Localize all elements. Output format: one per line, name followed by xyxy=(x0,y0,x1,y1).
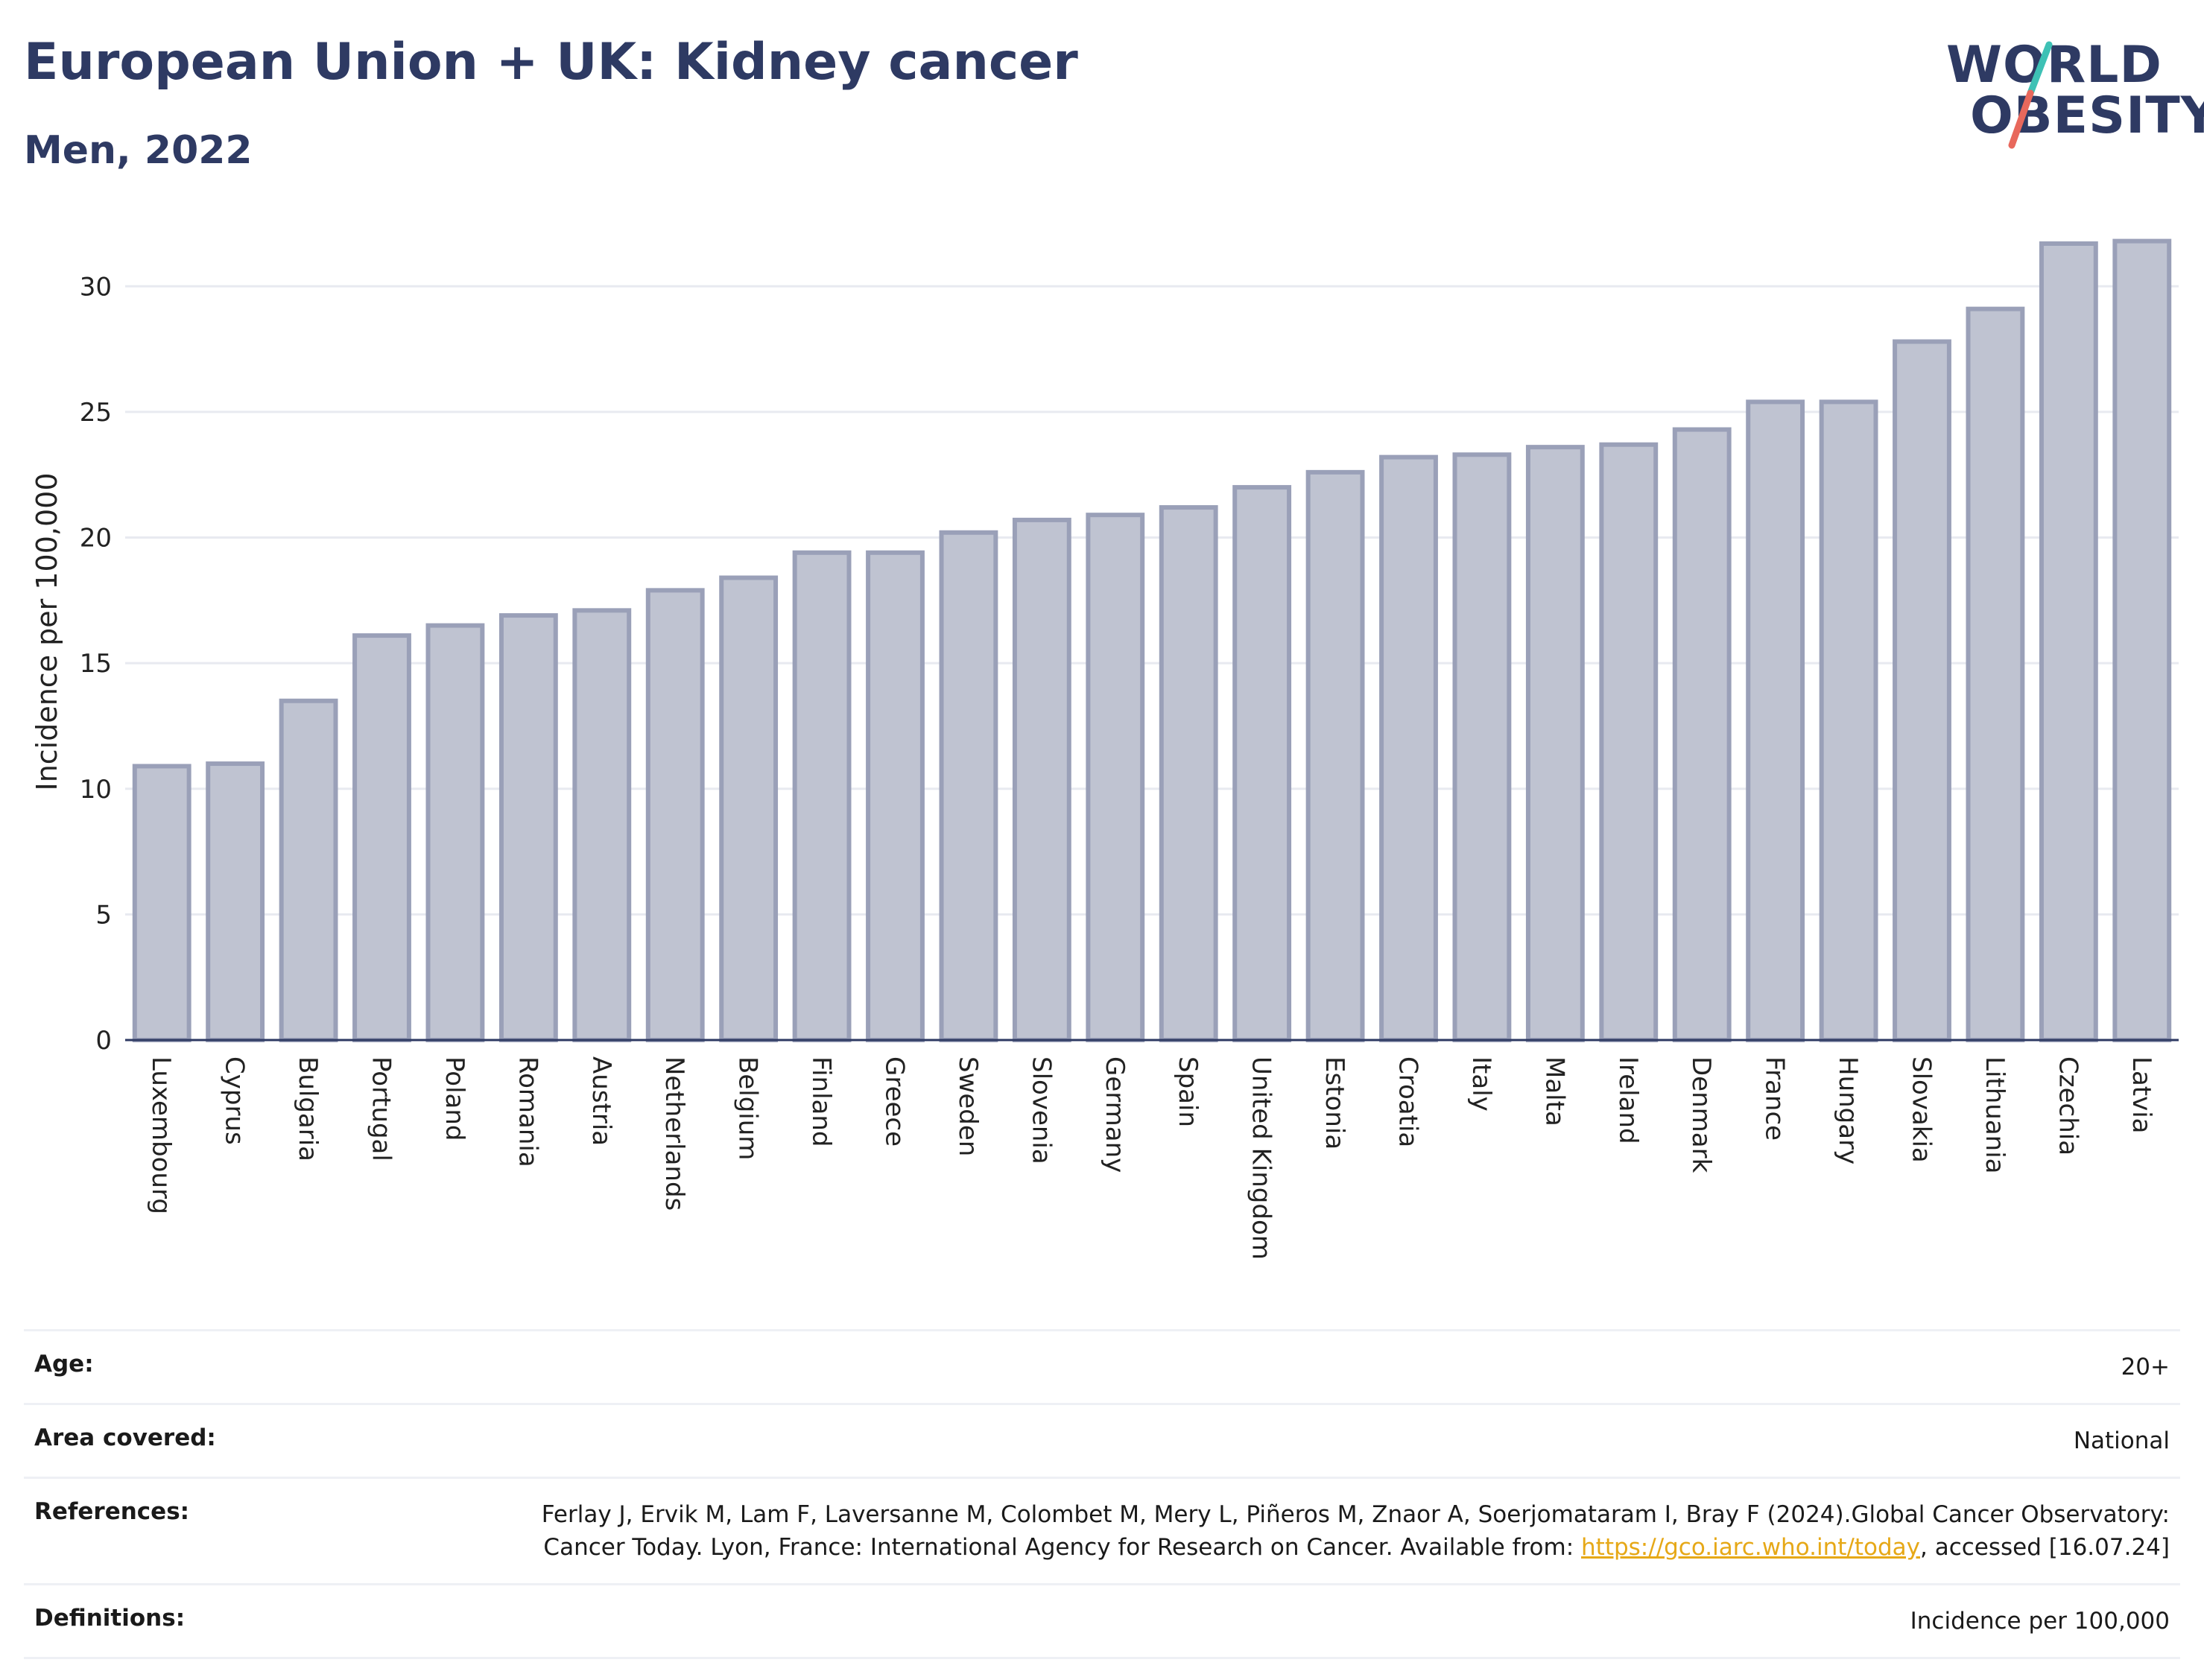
references-link[interactable]: https://gco.iarc.who.int/today xyxy=(1581,1534,1920,1561)
bar xyxy=(1966,306,2025,1042)
bar xyxy=(498,613,558,1042)
bar xyxy=(2112,238,2172,1042)
definitions-label: Definitions: xyxy=(34,1605,186,1632)
x-tick-label: Portugal xyxy=(367,1056,396,1161)
bar xyxy=(1452,452,1512,1042)
x-tick-label: Luxembourg xyxy=(146,1056,176,1214)
definitions-value: Incidence per 100,000 xyxy=(1910,1608,2170,1635)
x-tick-label: Sweden xyxy=(953,1056,983,1156)
x-tick-label: Spain xyxy=(1173,1056,1203,1127)
bar xyxy=(1599,442,1659,1042)
logo-line-1: WORLD xyxy=(1946,36,2162,95)
age-label: Age: xyxy=(34,1351,94,1378)
references-label: References: xyxy=(34,1498,190,1525)
bar xyxy=(1672,427,1732,1042)
references-text-1: Ferlay J, Ervik M, Lam F, Laversanne M, … xyxy=(541,1501,2170,1561)
chart-subtitle: Men, 2022 xyxy=(24,128,253,173)
bar xyxy=(1086,513,1145,1042)
bar xyxy=(719,575,779,1042)
bar xyxy=(206,761,265,1042)
y-axis-label: Incidence per 100,000 xyxy=(31,472,63,790)
x-tick-label: Germany xyxy=(1100,1056,1130,1173)
bar-chart: 0 5 10 15 20 25 30 Incidence per 100,000 Luxembo… xyxy=(31,238,2179,1260)
x-tick-label: Ireland xyxy=(1613,1056,1643,1144)
world-obesity-logo: WORLD OBESITY xyxy=(1937,22,2204,156)
x-tick-label: Latvia xyxy=(2127,1056,2156,1134)
logo-slash-icon xyxy=(2008,41,2053,149)
x-tick-label: Austria xyxy=(586,1056,616,1146)
bar xyxy=(1159,505,1218,1042)
area-label: Area covered: xyxy=(34,1424,216,1451)
bar xyxy=(1893,339,1951,1042)
bar xyxy=(1305,469,1365,1042)
bar xyxy=(1819,399,1878,1042)
x-tick-label: Netherlands xyxy=(659,1056,689,1211)
y-tick-label: 5 xyxy=(95,900,112,930)
x-tick-label: France xyxy=(1760,1056,1790,1141)
references-value: Ferlay J, Ervik M, Lam F, Laversanne M, … xyxy=(471,1498,2170,1564)
x-tick-label: Cyprus xyxy=(220,1056,250,1145)
bar xyxy=(866,550,925,1042)
x-tick-label: Denmark xyxy=(1686,1056,1716,1173)
meta-row-age: Age: 20+ xyxy=(24,1331,2180,1405)
y-tick-label: 25 xyxy=(80,398,112,428)
x-tick-label: Slovakia xyxy=(1907,1056,1937,1163)
bar xyxy=(645,588,705,1042)
bar xyxy=(939,530,998,1042)
bar xyxy=(572,608,632,1042)
bar xyxy=(1232,485,1292,1042)
bar xyxy=(2039,241,2098,1042)
area-value: National xyxy=(2073,1427,2170,1454)
age-value: 20+ xyxy=(2121,1354,2170,1381)
logo-line-2: OBESITY xyxy=(1970,86,2204,145)
meta-row-area: Area covered: National xyxy=(24,1405,2180,1479)
x-tick-label: United Kingdom xyxy=(1247,1056,1276,1260)
bar xyxy=(1746,399,1805,1042)
bar xyxy=(1012,517,1071,1042)
x-tick-label: Romania xyxy=(513,1056,542,1167)
x-tick-label: Slovenia xyxy=(1026,1056,1056,1164)
y-tick-label: 30 xyxy=(80,272,112,302)
chart-title: European Union + UK: Kidney cancer xyxy=(24,33,1078,92)
x-tick-label: Finland xyxy=(806,1056,836,1147)
y-tick-label: 15 xyxy=(80,649,112,679)
x-tick-label: Malta xyxy=(1539,1056,1569,1126)
x-tick-label: Estonia xyxy=(1320,1056,1349,1150)
x-tick-label: Bulgaria xyxy=(293,1056,323,1161)
meta-row-definitions: Definitions: Incidence per 100,000 xyxy=(24,1585,2180,1659)
bar xyxy=(132,764,191,1042)
meta-row-references: References: Ferlay J, Ervik M, Lam F, La… xyxy=(24,1479,2180,1585)
bar xyxy=(425,623,485,1042)
y-tick-label: 20 xyxy=(80,524,112,554)
references-text-2: , accessed [16.07.24] xyxy=(1919,1534,2170,1561)
y-tick-label: 10 xyxy=(80,775,112,805)
bar xyxy=(1525,445,1585,1042)
x-tick-label: Hungary xyxy=(1833,1056,1863,1164)
x-tick-label: Belgium xyxy=(733,1056,763,1160)
x-tick-label: Croatia xyxy=(1393,1056,1423,1147)
bar xyxy=(352,633,411,1042)
bar xyxy=(792,550,852,1042)
x-tick-label: Czechia xyxy=(2053,1056,2083,1156)
x-tick-label: Italy xyxy=(1466,1056,1496,1112)
bar xyxy=(279,698,338,1042)
bar xyxy=(1379,454,1438,1042)
x-tick-label: Poland xyxy=(440,1056,469,1141)
metadata-table: Age: 20+ Area covered: National Referenc… xyxy=(24,1329,2180,1659)
y-tick-label: 0 xyxy=(95,1026,112,1056)
x-tick-label: Lithuania xyxy=(1980,1056,2010,1173)
x-tick-label: Greece xyxy=(880,1056,910,1147)
